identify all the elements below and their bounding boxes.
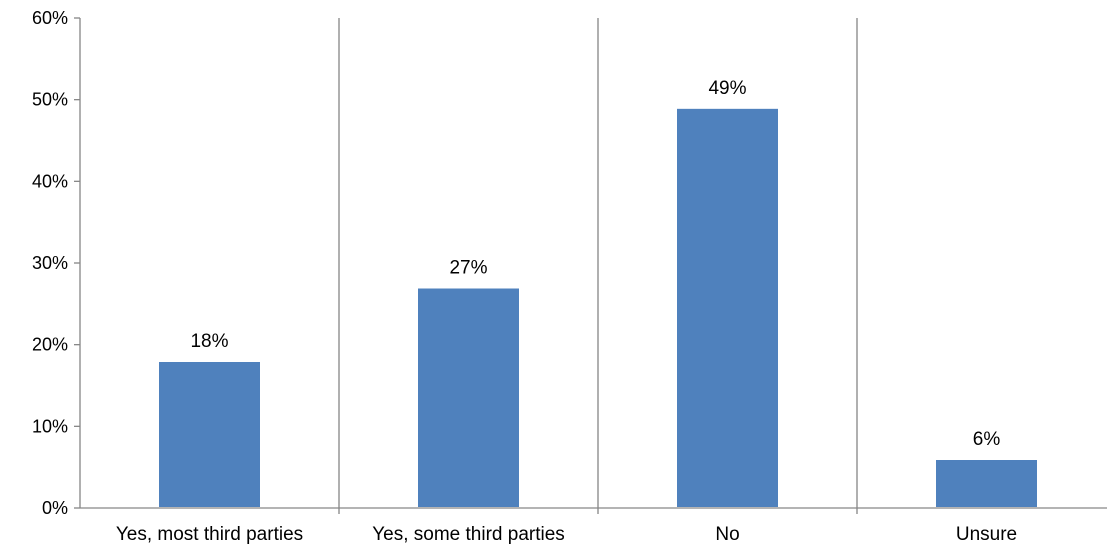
bar xyxy=(934,458,1039,509)
y-tick-label: 50% xyxy=(32,90,68,110)
bar xyxy=(675,106,780,509)
bars xyxy=(157,106,1039,509)
x-tick-label: Yes, some third parties xyxy=(372,524,565,545)
data-label: 49% xyxy=(708,78,746,99)
data-label: 27% xyxy=(449,258,487,279)
data-label: 6% xyxy=(973,429,1001,450)
y-tick-label: 0% xyxy=(42,498,68,518)
data-label: 18% xyxy=(190,331,228,352)
data-labels: 18% 27% 49% 6% xyxy=(190,78,1000,450)
y-tick-label: 40% xyxy=(32,171,68,191)
bar xyxy=(416,286,521,509)
y-tick-label: 20% xyxy=(32,335,68,355)
category-separators xyxy=(338,18,858,514)
x-tick-label: Unsure xyxy=(956,524,1017,545)
y-axis: 0% 10% 20% 30% 40% 50% 60% xyxy=(32,8,81,518)
y-tick-label: 60% xyxy=(32,8,68,28)
x-tick-label: Yes, most third parties xyxy=(116,524,303,545)
y-tick-label: 30% xyxy=(32,253,68,273)
x-tick-label: No xyxy=(715,524,739,545)
y-tick-label: 10% xyxy=(32,416,68,436)
bar xyxy=(157,360,262,509)
x-axis: Yes, most third parties Yes, some third p… xyxy=(80,507,1107,545)
